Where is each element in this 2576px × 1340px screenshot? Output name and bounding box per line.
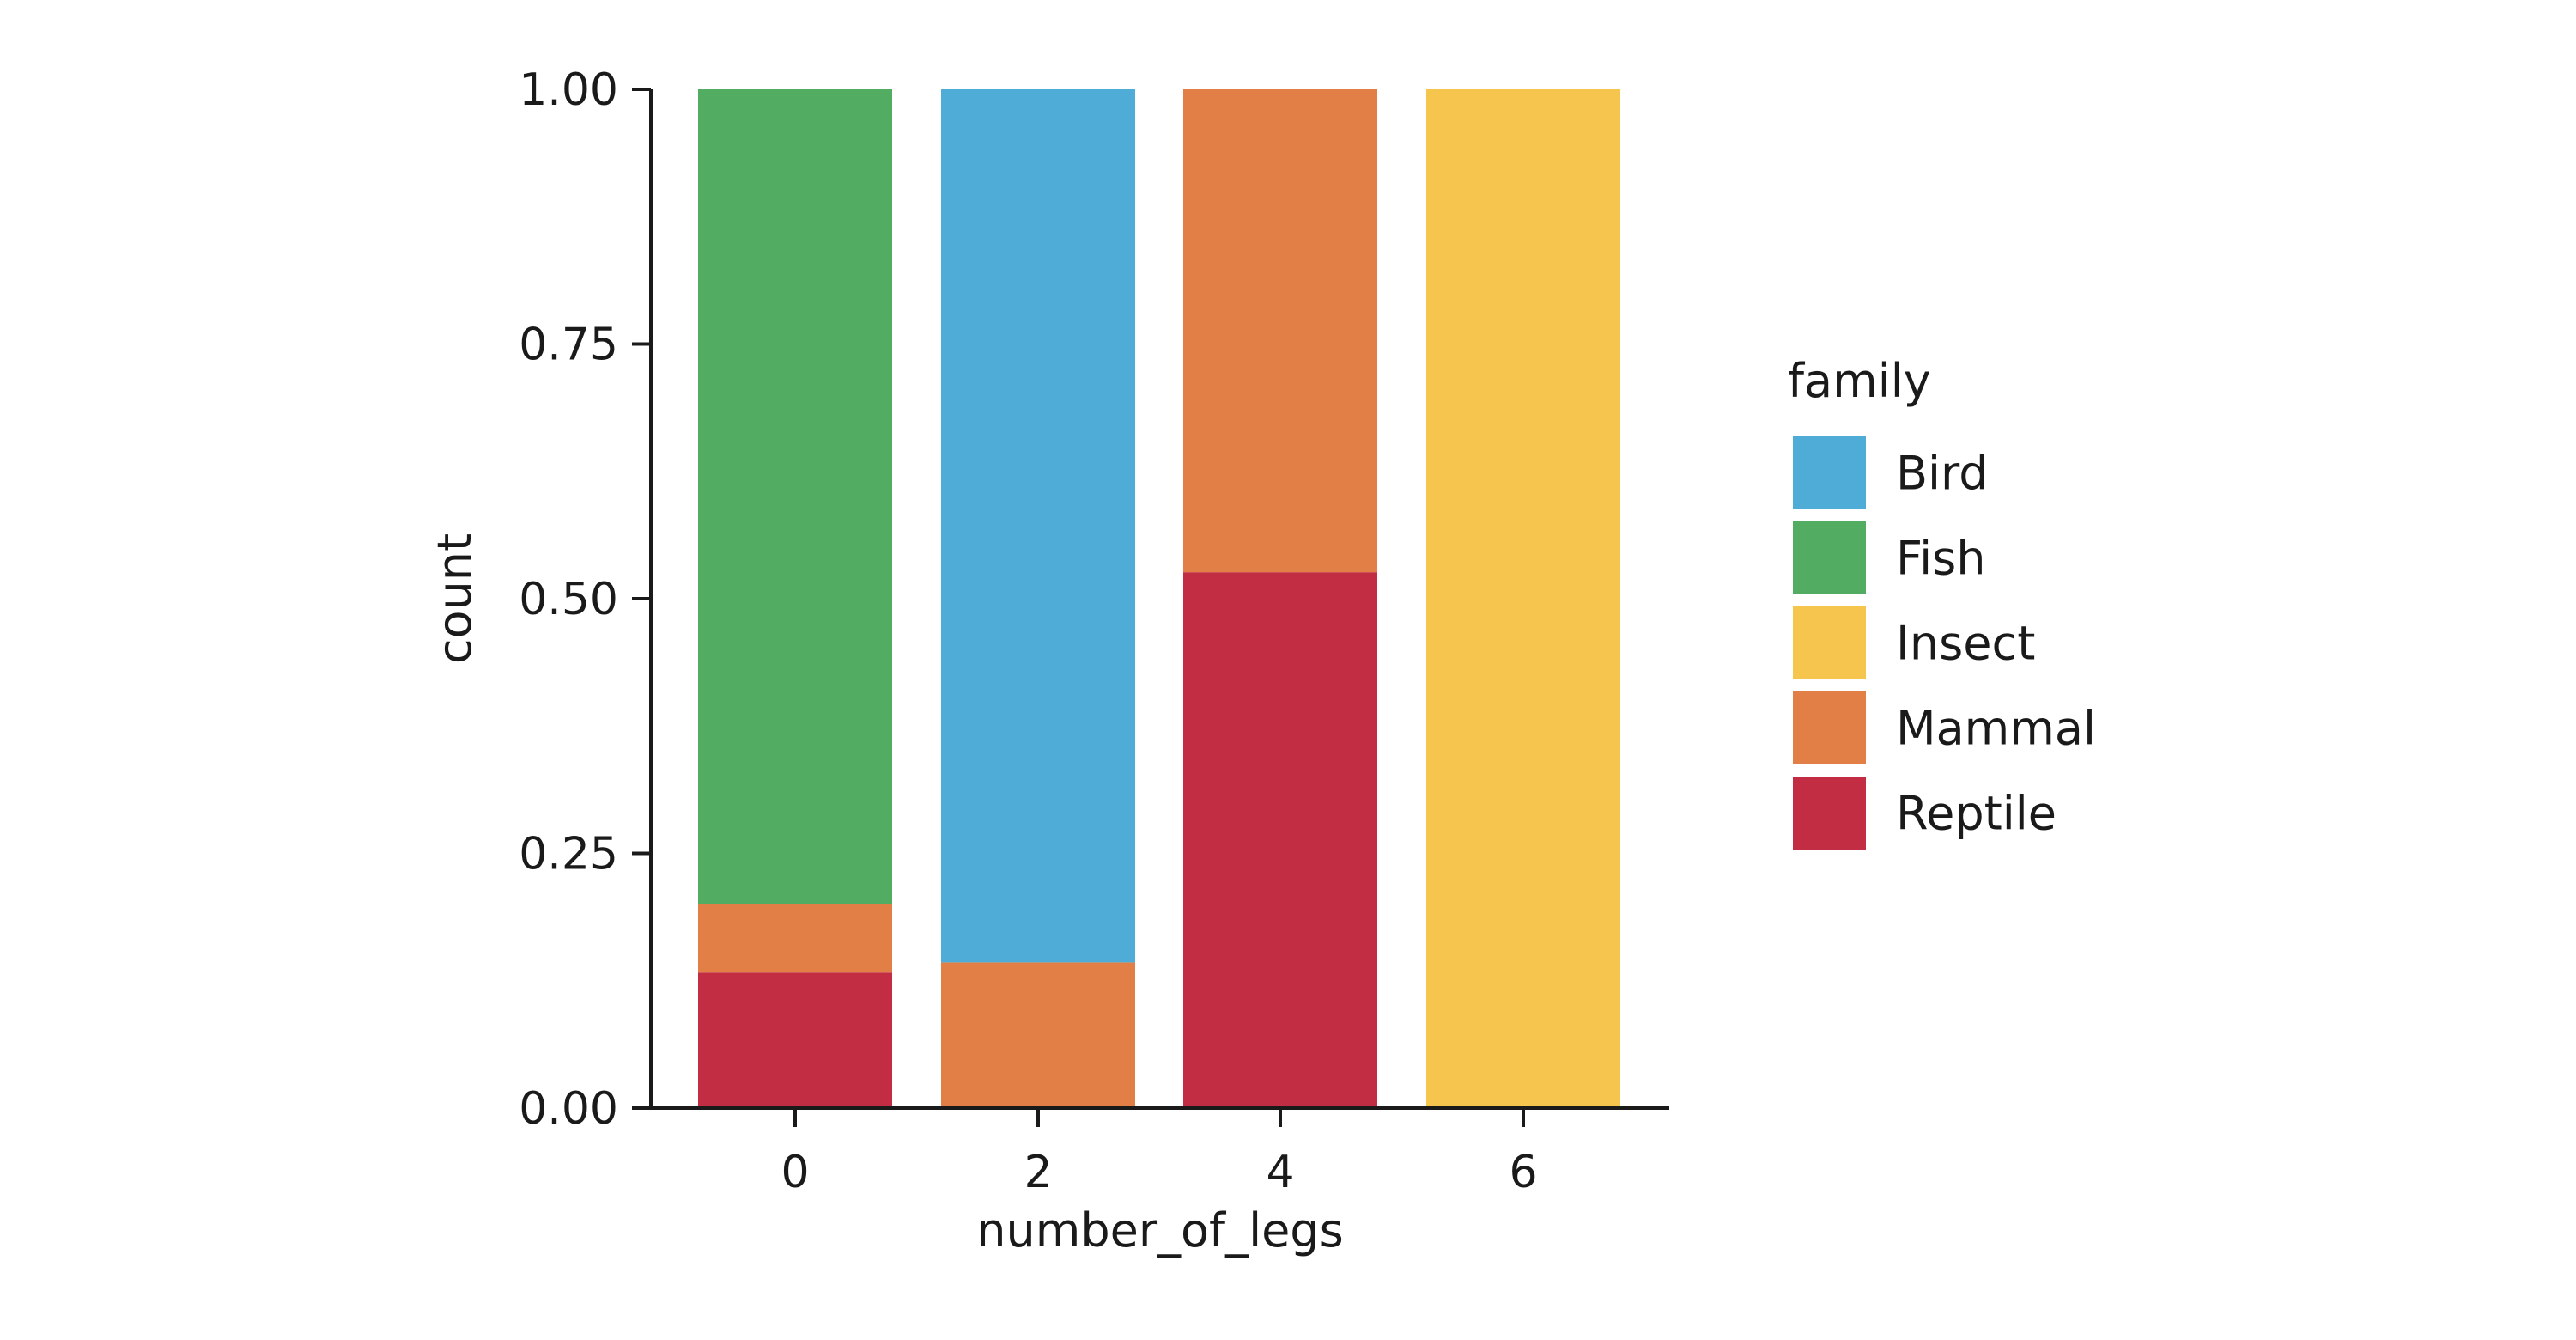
y-tick-label-0-75: 0.75 [519, 320, 618, 371]
legend-label-insect: Insect [1896, 617, 2035, 671]
y-tick-label-0-00: 0.00 [519, 1083, 618, 1135]
legend-swatch-fish [1793, 521, 1866, 594]
x-tick-label-4: 4 [1266, 1147, 1294, 1198]
legend-label-bird: Bird [1896, 447, 1989, 501]
legend-title: family [1788, 354, 1931, 408]
bar-0-reptile [698, 972, 892, 1108]
bar-0-mammal [698, 904, 892, 973]
x-axis-title: number_of_legs [976, 1203, 1343, 1258]
legend-swatch-insect [1793, 606, 1866, 679]
y-tick-label-1-00: 1.00 [519, 64, 618, 116]
bar-4-reptile [1183, 572, 1377, 1108]
legend-swatch-mammal [1793, 691, 1866, 764]
legend-label-reptile: Reptile [1896, 787, 2057, 841]
legend-swatch-bird [1793, 436, 1866, 509]
x-ticks-group: 0 2 4 6 [781, 1108, 1538, 1198]
bar-6-insect [1426, 89, 1620, 1108]
legend: family Bird Fish Insect Mammal Reptile [1788, 354, 2096, 850]
bar-0-fish [698, 89, 892, 904]
y-tick-label-0-25: 0.25 [519, 829, 618, 880]
bar-2-mammal [941, 962, 1135, 1108]
x-tick-label-6: 6 [1509, 1147, 1537, 1198]
x-tick-label-2: 2 [1024, 1147, 1052, 1198]
y-tick-label-0-50: 0.50 [519, 574, 618, 625]
bar-2-bird [941, 89, 1135, 963]
y-ticks-group: 0.00 0.25 0.50 0.75 1.00 [519, 64, 651, 1135]
bar-4-mammal [1183, 89, 1377, 573]
legend-label-fish: Fish [1896, 532, 1986, 586]
bars-group [698, 89, 1620, 1108]
legend-label-mammal: Mammal [1896, 702, 2096, 756]
y-axis-title: count [428, 533, 482, 664]
legend-swatch-reptile [1793, 777, 1866, 850]
x-tick-label-0: 0 [781, 1147, 809, 1198]
